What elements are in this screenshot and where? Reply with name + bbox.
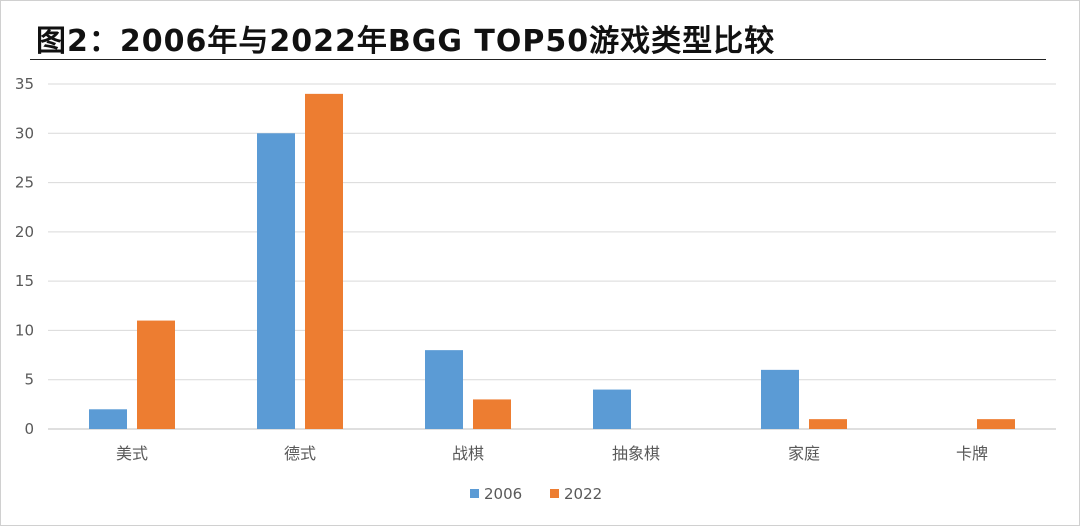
legend: 2006 2022 (470, 485, 602, 503)
x-tick-label: 卡牌 (956, 444, 988, 463)
bars (89, 93, 1015, 430)
y-tick-label: 30 (15, 124, 34, 142)
y-tick-label: 20 (15, 223, 34, 241)
legend-swatch-2006 (470, 489, 479, 498)
bar-2006-4 (761, 369, 799, 429)
y-tick-label: 15 (15, 272, 34, 290)
y-tick-label: 10 (15, 321, 34, 339)
x-tick-label: 美式 (116, 444, 148, 463)
y-tick-label: 0 (24, 420, 34, 438)
chart-title: 图2：2006年与2022年BGG TOP50游戏类型比较 (36, 24, 776, 59)
x-tick-label: 抽象棋 (612, 444, 660, 463)
y-tick-label: 5 (24, 371, 34, 389)
y-tick-label: 25 (15, 174, 34, 192)
x-axis: 美式 德式 战棋 抽象棋 家庭 卡牌 (116, 444, 988, 463)
x-tick-label: 德式 (284, 444, 316, 463)
legend-swatch-2022 (550, 489, 559, 498)
title-underline (30, 59, 1046, 60)
y-tick-label: 35 (15, 75, 34, 93)
bar-2022-2 (473, 399, 511, 429)
bar-2022-5 (977, 419, 1015, 429)
legend-label-2022: 2022 (564, 485, 602, 503)
bar-2006-0 (89, 409, 127, 429)
legend-label-2006: 2006 (484, 485, 522, 503)
bar-2022-0 (137, 320, 175, 429)
y-axis: 0 5 10 15 20 25 30 35 (15, 75, 34, 438)
x-tick-label: 战棋 (452, 444, 484, 463)
bar-2022-1 (305, 93, 343, 429)
x-tick-label: 家庭 (788, 444, 820, 463)
bar-2006-3 (593, 389, 631, 429)
bar-2022-4 (809, 419, 847, 429)
bar-2006-2 (425, 350, 463, 429)
gridlines (48, 83, 1056, 430)
bar-2006-1 (257, 133, 295, 430)
